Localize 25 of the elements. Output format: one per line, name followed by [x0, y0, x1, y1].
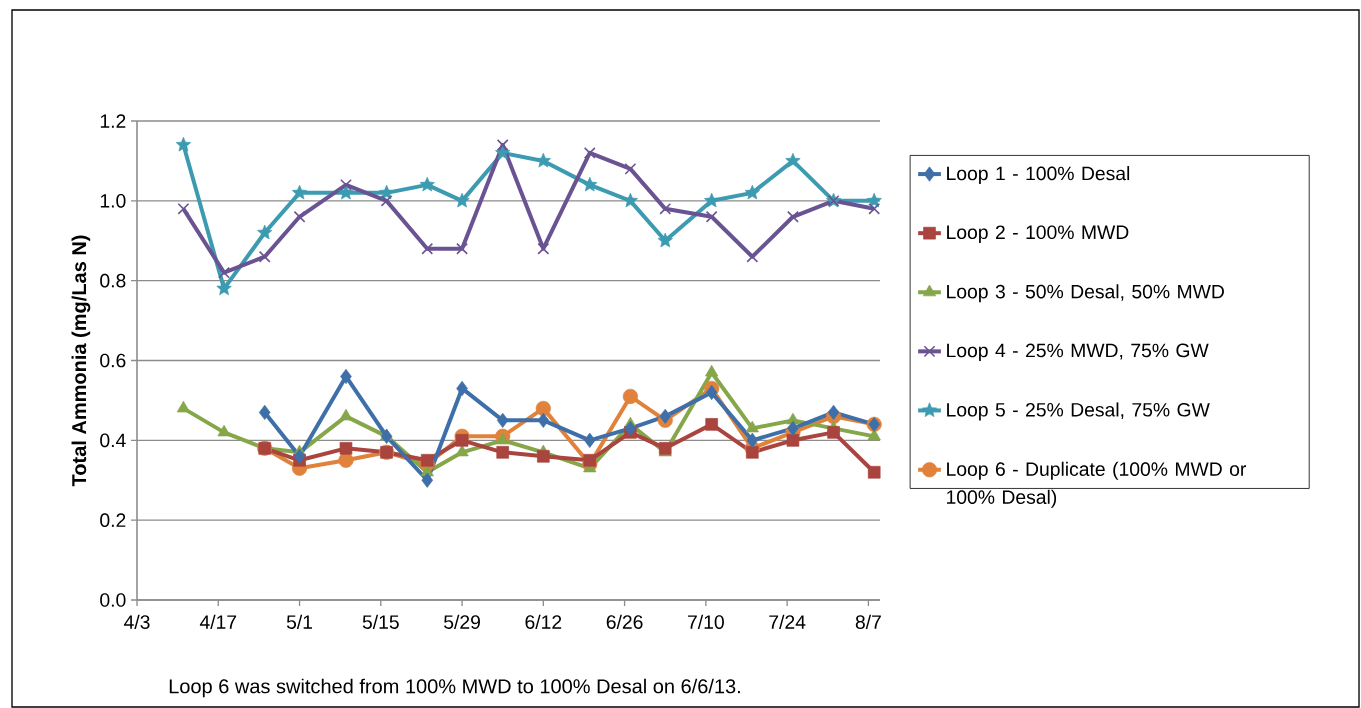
x-tick-label: 6/12 — [525, 614, 562, 629]
legend-label: Loop 1 - 100% Desal — [947, 166, 1130, 185]
x-tick-label: 8/7 — [855, 614, 881, 629]
x-tick-label: 7/10 — [688, 614, 724, 629]
legend-label: Loop 4 - 25% MWD, 75% GW — [947, 343, 1209, 362]
y-tick-label: 0.4 — [100, 433, 126, 448]
y-tick-label: 0.2 — [100, 513, 126, 528]
legend-label: Loop 5 - 25% Desal, 75% GW — [947, 402, 1210, 421]
x-tick-label: 5/1 — [286, 614, 313, 629]
x-tick-label: 6/26 — [606, 614, 643, 629]
y-axis-title: Total Ammonia (mg/Las N) — [71, 235, 91, 487]
x-tick-label: 5/15 — [362, 614, 399, 629]
legend-label: Loop 6 - Duplicate (100% MWD or 100% Desal) — [947, 461, 1247, 508]
x-tick-label: 4/17 — [199, 614, 237, 629]
x-tick-label: 7/24 — [769, 614, 806, 629]
legend-label: Loop 3 - 50% Desal, 50% MWD — [947, 284, 1224, 303]
y-tick-label: 0.8 — [100, 273, 126, 288]
legend-label: Loop 2 - 100% MWD — [947, 225, 1129, 243]
y-tick-label: 0.0 — [100, 593, 126, 607]
y-tick-label: 1.2 — [100, 114, 126, 128]
x-tick-label: 4/3 — [124, 614, 150, 629]
x-tick-label: 5/29 — [444, 614, 480, 629]
text: Loop 6 was switched from 100% MWD to 100% Desal on 6/6/13. — [169, 678, 740, 698]
y-tick-label: 1.0 — [100, 193, 126, 208]
y-tick-label: 0.6 — [100, 353, 126, 368]
